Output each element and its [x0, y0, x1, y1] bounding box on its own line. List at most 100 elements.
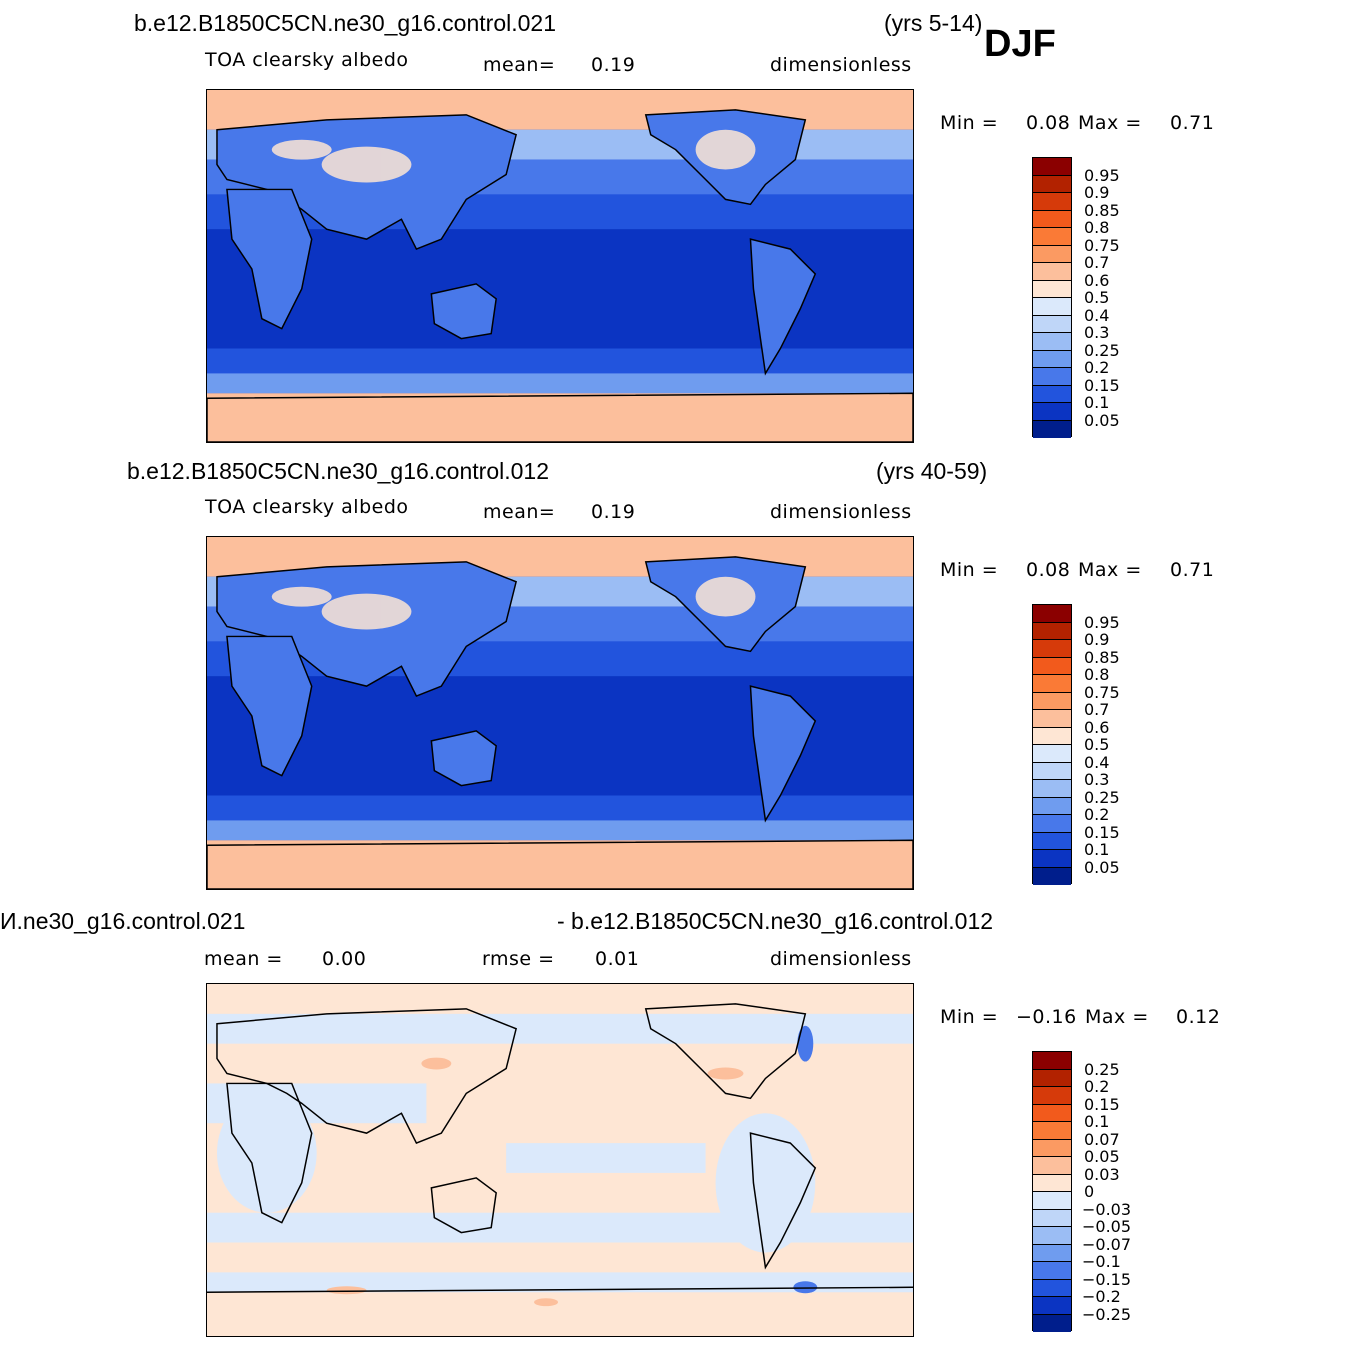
panel2-colorbar-swatch	[1033, 675, 1071, 693]
panel1-mean-value: 0.19	[591, 54, 636, 76]
panel1-colorbar-tick-label: 0.75	[1084, 235, 1120, 255]
panel2-colorbar-tick-label: 0.05	[1084, 857, 1120, 877]
panel1-colorbar-tick-label: 0.9	[1084, 183, 1110, 202]
panel1-colorbar-swatch	[1033, 280, 1071, 298]
panel1-min-value: 0.08	[1026, 112, 1071, 134]
panel1-min-label: Min =	[940, 112, 999, 134]
panel2-colorbar-tick-label: 0.75	[1084, 682, 1120, 702]
panel3-colorbar-swatch	[1033, 1314, 1071, 1332]
panel3-colorbar-swatch	[1033, 1262, 1071, 1280]
panel3-colorbar-swatch	[1033, 1209, 1071, 1227]
panel1-colorbar-swatch	[1033, 175, 1071, 193]
panel2-colorbar-tick-label: 0.4	[1084, 752, 1110, 772]
panel3-rmse-value: 0.01	[595, 948, 640, 970]
panel2-mean-label: mean=	[483, 501, 556, 523]
panel1-colorbar-tick-label: 0.7	[1084, 253, 1110, 272]
panel2-map	[206, 536, 914, 890]
panel1-colorbar-swatch	[1033, 403, 1071, 421]
panel3-colorbar-swatch	[1033, 1104, 1071, 1122]
panel2-colorbar-swatch	[1033, 832, 1071, 850]
panel3-colorbar-tick-label: 0.2	[1084, 1077, 1110, 1096]
panel2-max-label: Max =	[1078, 559, 1142, 581]
panel3-colorbar-tick-label: −0.05	[1082, 1217, 1132, 1236]
panel2-mean-value: 0.19	[591, 501, 636, 523]
panel2-colorbar-tick-label: 0.25	[1084, 787, 1120, 807]
panel3-colorbar-swatch	[1033, 1244, 1071, 1262]
panel2-years: (yrs 40-59)	[876, 458, 988, 484]
panel3-colorbar-swatch	[1033, 1139, 1071, 1157]
panel2-colorbar-swatch	[1033, 605, 1071, 623]
panel1-colorbar	[1032, 157, 1072, 438]
panel1-colorbar-swatch	[1033, 315, 1071, 333]
panel1-colorbar-tick-label: 0.2	[1084, 358, 1110, 377]
panel2-colorbar-tick-label: 0.85	[1084, 647, 1120, 667]
panel2-units: dimensionless	[770, 501, 912, 523]
panel2-colorbar-swatch	[1033, 640, 1071, 658]
panel3-case-left: И.ne30_g16.control.021	[0, 908, 246, 934]
panel2-max-value: 0.71	[1170, 559, 1215, 581]
panel3-colorbar-tick-label: −0.1	[1082, 1252, 1121, 1271]
season-label: DJF	[984, 23, 1056, 65]
panel3-colorbar-tick-label: 0.05	[1084, 1147, 1120, 1166]
panel2-colorbar-swatch	[1033, 622, 1071, 640]
panel3-colorbar-tick-label: −0.15	[1082, 1269, 1132, 1289]
panel3-colorbar-tick-label: −0.07	[1082, 1234, 1132, 1254]
panel3-map	[206, 983, 914, 1337]
panel1-colorbar-swatch	[1033, 158, 1071, 176]
panel1-variable: TOA clearsky albedo	[205, 49, 409, 71]
panel1-colorbar-swatch	[1033, 350, 1071, 368]
panel2-colorbar-swatch	[1033, 692, 1071, 710]
panel1-colorbar-swatch	[1033, 228, 1071, 246]
panel3-colorbar-swatch	[1033, 1052, 1071, 1070]
panel3-colorbar-swatch	[1033, 1227, 1071, 1245]
panel3-colorbar-tick-label: 0.1	[1084, 1112, 1110, 1131]
panel3-units: dimensionless	[770, 948, 912, 970]
panel2-case-title: b.e12.B1850C5CN.ne30_g16.control.012	[127, 458, 549, 484]
panel2-colorbar-tick-label: 0.3	[1084, 770, 1110, 789]
panel3-colorbar-swatch	[1033, 1297, 1071, 1315]
panel1-colorbar-tick-label: 0.05	[1084, 410, 1120, 430]
panel1-colorbar-tick-label: 0.3	[1084, 323, 1110, 342]
panel1-max-label: Max =	[1078, 112, 1142, 134]
panel2-colorbar-swatch	[1033, 745, 1071, 763]
panel3-colorbar-swatch	[1033, 1087, 1071, 1105]
panel1-colorbar-tick-label: 0.5	[1084, 288, 1110, 307]
panel1-colorbar-swatch	[1033, 263, 1071, 281]
panel1-map	[206, 89, 914, 443]
panel1-colorbar-swatch	[1033, 193, 1071, 211]
panel2-colorbar-swatch	[1033, 797, 1071, 815]
panel2-colorbar-swatch	[1033, 762, 1071, 780]
panel3-colorbar-tick-label: 0.07	[1084, 1129, 1120, 1149]
panel3-colorbar-swatch	[1033, 1192, 1071, 1210]
panel2-colorbar-swatch	[1033, 727, 1071, 745]
panel2-colorbar-tick-label: 0.15	[1084, 822, 1120, 842]
panel3-mean-label: mean =	[204, 948, 283, 970]
panel3-colorbar-swatch	[1033, 1122, 1071, 1140]
panel3-colorbar-tick-label: −0.25	[1082, 1304, 1132, 1324]
panel3-colorbar-tick-label: 0.15	[1084, 1094, 1120, 1114]
panel2-colorbar-swatch	[1033, 780, 1071, 798]
panel1-colorbar-tick-label: 0.95	[1084, 165, 1120, 185]
panel1-case-title: b.e12.B1850C5CN.ne30_g16.control.021	[134, 10, 556, 36]
panel1-mean-label: mean=	[483, 54, 556, 76]
panel1-colorbar-tick-label: 0.4	[1084, 305, 1110, 325]
panel2-colorbar	[1032, 604, 1072, 885]
panel3-colorbar-swatch	[1033, 1174, 1071, 1192]
panel3-colorbar-tick-label: −0.03	[1082, 1199, 1132, 1219]
panel3-mean-value: 0.00	[322, 948, 367, 970]
panel2-colorbar-tick-label: 0.2	[1084, 805, 1110, 824]
panel1-colorbar-swatch	[1033, 385, 1071, 403]
panel3-case-right: - b.e12.B1850C5CN.ne30_g16.control.012	[557, 908, 994, 934]
panel2-colorbar-tick-label: 0.9	[1084, 630, 1110, 649]
panel3-colorbar-tick-label: 0.25	[1084, 1059, 1120, 1079]
panel2-colorbar-tick-label: 0.7	[1084, 700, 1110, 719]
panel1-units: dimensionless	[770, 54, 912, 76]
panel2-colorbar-tick-label: 0.6	[1084, 717, 1110, 737]
panel3-min-value: −0.16	[1016, 1006, 1077, 1028]
panel3-rmse-label: rmse =	[482, 948, 555, 970]
panel1-colorbar-tick-label: 0.6	[1084, 270, 1110, 290]
panel2-colorbar-swatch	[1033, 657, 1071, 675]
panel2-colorbar-swatch	[1033, 710, 1071, 728]
panel1-colorbar-swatch	[1033, 333, 1071, 351]
panel1-colorbar-swatch	[1033, 368, 1071, 386]
